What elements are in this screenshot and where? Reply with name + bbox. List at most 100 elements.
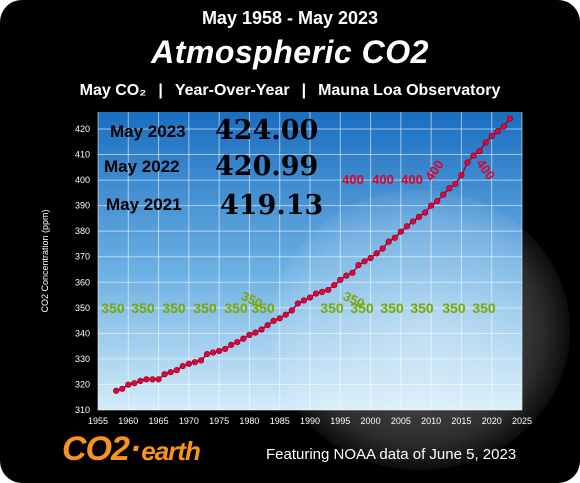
chart-title-co2: CO2	[361, 34, 429, 70]
data-point	[264, 322, 271, 329]
x-tick-label: 1965	[149, 416, 169, 426]
data-point	[452, 180, 459, 188]
data-point	[173, 367, 180, 374]
x-tick-label: 1975	[209, 416, 229, 426]
date-range: May 1958 - May 2023	[201, 8, 379, 28]
data-point	[270, 317, 277, 324]
data-point	[167, 369, 174, 376]
data-point	[415, 213, 423, 220]
y-tick-label: 330	[75, 354, 90, 364]
data-point	[209, 349, 217, 356]
data-point	[300, 297, 308, 304]
x-tick-label: 1985	[270, 416, 290, 426]
data-point	[161, 371, 168, 378]
x-tick-label: 2000	[361, 416, 381, 426]
subtitle-year-over-year: Year-Over-Year	[174, 82, 290, 99]
milestone-350-label: 350	[131, 300, 155, 316]
data-point	[343, 272, 350, 279]
data-point	[246, 331, 253, 338]
milestone-350-label: 350	[350, 300, 374, 316]
data-point	[403, 223, 411, 230]
data-point	[288, 307, 295, 314]
data-point	[197, 357, 205, 364]
globe-watermark	[270, 190, 570, 470]
x-tick-label: 1970	[179, 416, 199, 426]
chart-title: Atmospheric CO2	[0, 34, 580, 71]
logo-co2: CO2	[62, 430, 130, 468]
milestone-350-label: 350	[224, 300, 248, 316]
data-point	[143, 376, 150, 383]
y-tick-label: 310	[75, 405, 90, 415]
milestone-400-label: 400	[372, 172, 394, 187]
data-point	[367, 254, 374, 262]
data-point	[258, 326, 265, 333]
callout-2023-label: May 2023	[110, 122, 186, 141]
y-tick-label: 320	[75, 379, 90, 389]
y-tick-label: 340	[75, 328, 90, 338]
milestone-400-label: 400	[401, 172, 423, 187]
data-point	[325, 286, 332, 294]
data-point	[446, 185, 453, 192]
x-tick-label: 2015	[451, 416, 471, 426]
data-point	[131, 380, 138, 387]
data-point	[397, 228, 404, 235]
data-point	[252, 329, 259, 336]
x-tick-label: 2020	[482, 416, 502, 426]
axes: 1955 1960 1965 1970 1975 1980 1985 1990 1995 2000…	[40, 124, 532, 426]
data-point	[113, 387, 120, 394]
x-tick-label: 1960	[118, 416, 138, 426]
data-point	[500, 123, 507, 130]
callout-2022-label: May 2022	[104, 157, 180, 176]
x-tick-label: 1990	[300, 416, 320, 426]
data-point	[470, 152, 477, 159]
subtitle-separator: |	[301, 82, 307, 99]
data-point	[482, 139, 489, 146]
callout-2023-value: 424.00	[215, 115, 319, 146]
data-point	[222, 345, 229, 353]
data-point	[306, 294, 314, 301]
data-point	[179, 362, 186, 370]
data-point	[155, 376, 162, 383]
data-point	[506, 115, 513, 122]
data-point	[464, 159, 471, 166]
data-point	[488, 132, 495, 139]
data-point	[379, 245, 386, 252]
data-point	[349, 269, 356, 276]
data-point	[185, 360, 192, 367]
data-point	[276, 315, 283, 322]
data-point	[216, 347, 223, 355]
data-point	[476, 148, 483, 155]
y-tick-label: 420	[75, 124, 90, 134]
data-point	[337, 276, 344, 284]
x-tick-label: 1995	[330, 416, 350, 426]
data-point	[331, 281, 338, 289]
milestone-400-label: 400	[342, 172, 364, 187]
y-tick-label: 350	[75, 303, 90, 313]
footer-note: Featuring NOAA data of June 5, 2023	[266, 446, 517, 463]
data-point	[228, 341, 235, 348]
x-tick-label: 2005	[391, 416, 411, 426]
data-point	[312, 290, 320, 297]
data-point	[428, 202, 435, 209]
milestone-350-label: 350	[251, 300, 275, 316]
callout-2021-value: 419.13	[220, 190, 324, 221]
data-point	[355, 262, 362, 269]
x-tick-label: 2025	[512, 416, 532, 426]
milestone-350-label: 350	[101, 300, 125, 316]
y-axis-label: CO2 Concentration (ppm)	[40, 209, 50, 312]
y-tick-label: 360	[75, 277, 90, 287]
data-point	[494, 128, 501, 135]
data-point	[137, 377, 144, 384]
data-point	[385, 238, 392, 245]
data-point	[434, 197, 441, 205]
logo-earth: earth	[141, 436, 201, 466]
data-point	[282, 311, 289, 318]
data-point	[458, 172, 465, 179]
subtitle: May CO₂ | Year-Over-Year | Mauna Loa Observa…	[0, 82, 580, 100]
subtitle-separator: |	[158, 82, 163, 99]
data-point	[409, 218, 417, 225]
data-point	[361, 258, 368, 265]
